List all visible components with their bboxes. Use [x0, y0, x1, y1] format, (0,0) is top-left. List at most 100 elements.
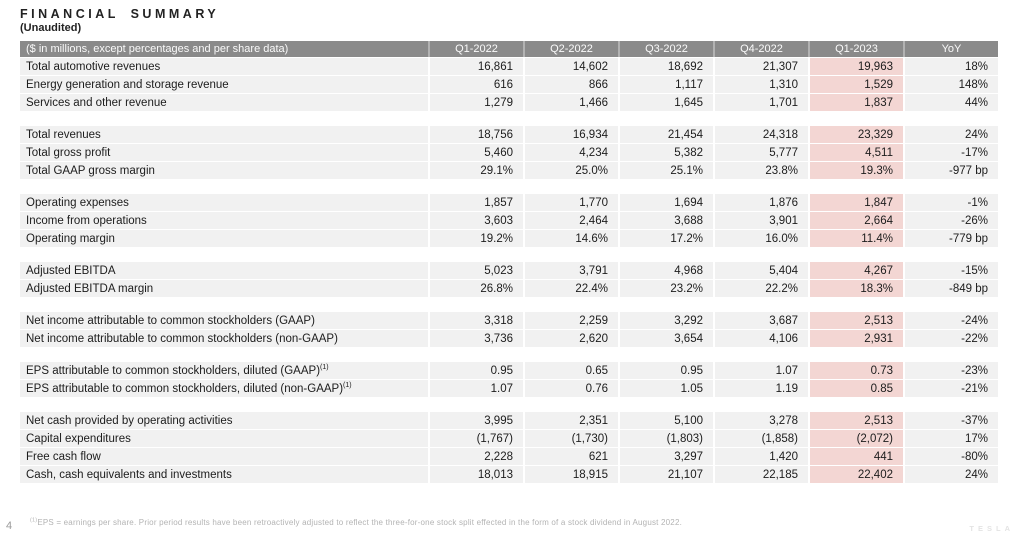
cell-value: 5,404: [713, 262, 808, 279]
column-header-Q2-2022: Q2-2022: [523, 41, 618, 57]
table-row: Total automotive revenues 16,861 14,602 18,…: [20, 58, 998, 75]
cell-value: 1,857: [428, 194, 523, 211]
table-row: Capital expenditures (1,767) (1,730) (1,803…: [20, 430, 998, 447]
section-spacer: [20, 348, 998, 361]
cell-value: 25.1%: [618, 162, 713, 179]
tesla-wordmark: TESLA: [969, 524, 1014, 533]
table-row: EPS attributable to common stockholders,…: [20, 362, 998, 379]
page-subtitle: (Unaudited): [20, 22, 82, 34]
cell-value: 0.95: [618, 362, 713, 379]
footnote-text: EPS = earnings per share. Prior period r…: [37, 518, 683, 527]
page-number: 4: [6, 520, 13, 532]
row-label: Adjusted EBITDA: [20, 262, 428, 279]
cell-value: 5,777: [713, 144, 808, 161]
cell-value: 1,694: [618, 194, 713, 211]
cell-value: 4,234: [523, 144, 618, 161]
cell-value: 21,307: [713, 58, 808, 75]
cell-value: 1.19: [713, 380, 808, 397]
row-label: EPS attributable to common stockholders,…: [20, 362, 428, 379]
section-spacer: [20, 298, 998, 311]
cell-value: 19,963: [808, 58, 903, 75]
table-row: Adjusted EBITDA 5,023 3,791 4,968 5,404 4,267…: [20, 262, 998, 279]
cell-value: 19.3%: [808, 162, 903, 179]
cell-value: 19.2%: [428, 230, 523, 247]
cell-value: 18,756: [428, 126, 523, 143]
column-header-Q1-2023: Q1-2023: [808, 41, 903, 57]
cell-value: (1,858): [713, 430, 808, 447]
section-spacer: [20, 398, 998, 411]
cell-value: 24,318: [713, 126, 808, 143]
cell-value: 1,117: [618, 76, 713, 93]
row-label: Net cash provided by operating activitie…: [20, 412, 428, 429]
table-row: Cash, cash equivalents and investments 18…: [20, 466, 998, 483]
cell-value: 3,687: [713, 312, 808, 329]
cell-value: -22%: [903, 330, 998, 347]
table-row: Operating margin 19.2% 14.6% 17.2% 16.0% 11.4…: [20, 230, 998, 247]
cell-value: 3,995: [428, 412, 523, 429]
cell-value: 2,259: [523, 312, 618, 329]
cell-value: 866: [523, 76, 618, 93]
page-title: FINANCIAL SUMMARY: [20, 7, 220, 21]
cell-value: -21%: [903, 380, 998, 397]
cell-value: 14,602: [523, 58, 618, 75]
row-label: EPS attributable to common stockholders,…: [20, 380, 428, 397]
table-body: Total automotive revenues 16,861 14,602 18,…: [20, 58, 998, 483]
cell-value: 2,228: [428, 448, 523, 465]
cell-value: 5,460: [428, 144, 523, 161]
cell-value: 2,513: [808, 412, 903, 429]
cell-value: 3,736: [428, 330, 523, 347]
row-label: Total revenues: [20, 126, 428, 143]
row-label: Net income attributable to common stockh…: [20, 312, 428, 329]
cell-value: 0.76: [523, 380, 618, 397]
cell-value: 18,013: [428, 466, 523, 483]
cell-value: 4,968: [618, 262, 713, 279]
cell-value: 1,645: [618, 94, 713, 111]
cell-value: 0.95: [428, 362, 523, 379]
cell-value: 5,100: [618, 412, 713, 429]
row-label: Total automotive revenues: [20, 58, 428, 75]
cell-value: 4,267: [808, 262, 903, 279]
cell-value: 18.3%: [808, 280, 903, 297]
cell-value: 0.85: [808, 380, 903, 397]
cell-value: 2,464: [523, 212, 618, 229]
column-header-Q4-2022: Q4-2022: [713, 41, 808, 57]
label-superscript: (1): [343, 381, 352, 389]
cell-value: -849 bp: [903, 280, 998, 297]
table-row: Net cash provided by operating activitie…: [20, 412, 998, 429]
cell-value: 4,106: [713, 330, 808, 347]
cell-value: 1,529: [808, 76, 903, 93]
column-header-description: ($ in millions, except percentages and p…: [20, 41, 428, 57]
cell-value: 18,915: [523, 466, 618, 483]
cell-value: 29.1%: [428, 162, 523, 179]
cell-value: 21,107: [618, 466, 713, 483]
cell-value: 25.0%: [523, 162, 618, 179]
table-row: Income from operations 3,603 2,464 3,688 3,9…: [20, 212, 998, 229]
cell-value: 22,402: [808, 466, 903, 483]
cell-value: 22,185: [713, 466, 808, 483]
row-label: Capital expenditures: [20, 430, 428, 447]
cell-value: -23%: [903, 362, 998, 379]
cell-value: 0.73: [808, 362, 903, 379]
cell-value: 23.2%: [618, 280, 713, 297]
row-label: Free cash flow: [20, 448, 428, 465]
cell-value: 1,466: [523, 94, 618, 111]
cell-value: 616: [428, 76, 523, 93]
cell-value: 23.8%: [713, 162, 808, 179]
cell-value: 24%: [903, 466, 998, 483]
cell-value: 5,023: [428, 262, 523, 279]
cell-value: 3,278: [713, 412, 808, 429]
cell-value: 621: [523, 448, 618, 465]
table-row: Total gross profit 5,460 4,234 5,382 5,777 4,…: [20, 144, 998, 161]
column-header-Q1-2022: Q1-2022: [428, 41, 523, 57]
cell-value: -26%: [903, 212, 998, 229]
cell-value: 1,837: [808, 94, 903, 111]
table-row: EPS attributable to common stockholders,…: [20, 380, 998, 397]
footnote: (1)EPS = earnings per share. Prior perio…: [30, 518, 682, 527]
column-header-Q3-2022: Q3-2022: [618, 41, 713, 57]
cell-value: 17.2%: [618, 230, 713, 247]
cell-value: -977 bp: [903, 162, 998, 179]
cell-value: (2,072): [808, 430, 903, 447]
cell-value: 2,931: [808, 330, 903, 347]
cell-value: 16,861: [428, 58, 523, 75]
